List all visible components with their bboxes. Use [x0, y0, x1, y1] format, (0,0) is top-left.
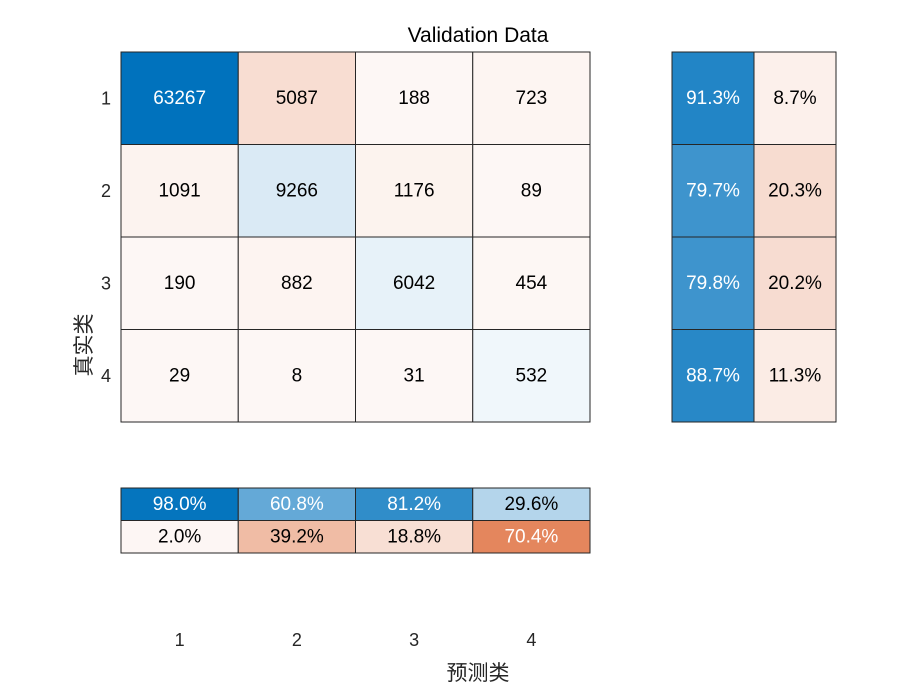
y-tick-label: 4 — [101, 366, 111, 386]
x-tick-labels: 1 2 3 4 — [175, 630, 537, 650]
matrix-cell-value: 1091 — [158, 180, 200, 201]
x-tick-label: 1 — [175, 630, 185, 650]
matrix-cell — [355, 329, 474, 423]
matrix-cell-value: 454 — [516, 273, 548, 294]
column-summary-value: 98.0% — [153, 494, 207, 515]
row-summary-value: 79.8% — [686, 273, 740, 294]
column-summary-cell — [472, 487, 591, 521]
row-summary-value: 79.7% — [686, 180, 740, 201]
column-summary-cell — [355, 520, 474, 554]
column-summary-value: 60.8% — [270, 494, 324, 515]
column-summary-cell — [120, 520, 239, 554]
row-summary-cell — [671, 236, 755, 330]
matrix-cell — [120, 51, 239, 145]
y-axis-label: 真实类 — [72, 314, 96, 377]
matrix-cell — [120, 144, 239, 238]
column-summary-value: 39.2% — [270, 526, 324, 547]
matrix-cell — [237, 51, 356, 145]
matrix-cell — [472, 51, 591, 145]
row-summary-value: 91.3% — [686, 88, 740, 109]
matrix-cell — [237, 144, 356, 238]
row-summary-value: 20.2% — [768, 273, 822, 294]
column-summary-value: 29.6% — [504, 494, 558, 515]
row-summary-cell — [753, 51, 837, 145]
x-axis-label: 预测类 — [447, 661, 510, 685]
matrix-cell-value: 89 — [521, 180, 542, 201]
matrix-cell — [355, 51, 474, 145]
matrix-cell — [237, 329, 356, 423]
chart-title: Validation Data — [408, 24, 549, 47]
matrix-cell-value: 532 — [516, 365, 548, 386]
y-tick-labels: 1 2 3 4 — [101, 88, 111, 386]
matrix-cell-value: 8 — [292, 365, 303, 386]
matrix-cell-value: 29 — [169, 365, 190, 386]
row-summary-cell — [753, 329, 837, 423]
y-tick-label: 3 — [101, 273, 111, 293]
matrix-cell-value: 1176 — [394, 180, 435, 201]
matrix-cell — [120, 329, 239, 423]
matrix-cell — [472, 236, 591, 330]
matrix-cell-value: 190 — [164, 273, 196, 294]
x-tick-label: 2 — [292, 630, 302, 650]
column-summary: 98.0% 60.8% 81.2% 29.6% 2.0% 39.2% 18.8% 70.4% — [120, 487, 591, 554]
row-summary: 91.3% 8.7% 79.7% 20.3% 79.8% 20.2% 88.7% 11.3% — [671, 51, 837, 423]
matrix-cell-value: 9266 — [276, 180, 318, 201]
row-summary-cell — [753, 236, 837, 330]
row-summary-value: 88.7% — [686, 365, 740, 386]
column-summary-value: 18.8% — [387, 526, 441, 547]
x-tick-label: 3 — [409, 630, 419, 650]
row-summary-value: 8.7% — [773, 88, 816, 109]
matrix-cell-value: 5087 — [276, 88, 318, 109]
matrix-cell-value: 188 — [398, 88, 430, 109]
column-summary-cell — [472, 520, 591, 554]
matrix-cell — [472, 144, 591, 238]
y-tick-label: 1 — [101, 88, 111, 108]
matrix-cell — [472, 329, 591, 423]
row-summary-value: 20.3% — [768, 180, 822, 201]
row-summary-value: 11.3% — [769, 365, 822, 386]
matrix-cell-value: 31 — [404, 365, 425, 386]
row-summary-cell — [671, 329, 755, 423]
matrix-cell-value: 63267 — [153, 88, 206, 109]
matrix-cell-value: 723 — [516, 88, 548, 109]
column-summary-value: 70.4% — [504, 526, 558, 547]
column-summary-value: 2.0% — [158, 526, 201, 547]
column-summary-value: 81.2% — [387, 494, 441, 515]
column-summary-cell — [355, 487, 474, 521]
row-summary-cell — [753, 144, 837, 238]
matrix-cell-value: 6042 — [393, 273, 435, 294]
confusion-matrix: 63267 5087 188 723 1091 9266 1176 89 190 882 6042 4… — [120, 51, 591, 423]
row-summary-cell — [671, 51, 755, 145]
matrix-cell-value: 882 — [281, 273, 313, 294]
row-summary-cell — [671, 144, 755, 238]
y-tick-label: 2 — [101, 181, 111, 201]
x-tick-label: 4 — [526, 630, 536, 650]
y-axis-label-group: 真实类 — [72, 314, 96, 377]
matrix-cell — [237, 236, 356, 330]
